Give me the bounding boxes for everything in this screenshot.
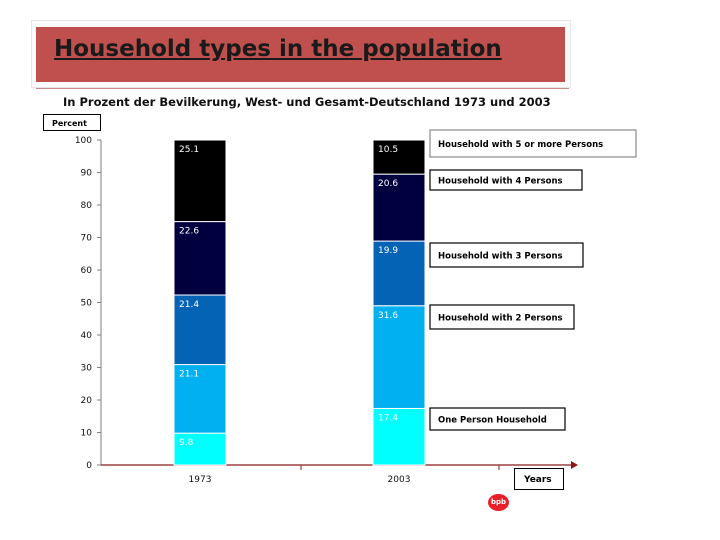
- legend-label: Household with 2 Persons: [438, 314, 563, 324]
- bar-value-label: 25.1: [179, 145, 199, 155]
- bar-segment: [372, 305, 426, 409]
- y-tick-label: 90: [81, 169, 93, 179]
- legend-label: Household with 4 Persons: [438, 177, 563, 187]
- legend-box: [429, 169, 583, 191]
- bar-segment: [173, 221, 227, 296]
- bar-value-label: 22.6: [179, 227, 199, 237]
- y-tick-label: 60: [81, 266, 93, 276]
- legend-label: One Person Household: [438, 416, 547, 426]
- y-tick-label: 20: [81, 396, 93, 406]
- y-axis-unit-box: [43, 114, 101, 131]
- bar-segment: [173, 139, 227, 223]
- bar-value-label: 10.5: [378, 145, 398, 155]
- y-tick-label: 100: [75, 136, 92, 146]
- x-axis-unit-box: [514, 468, 564, 490]
- legend-box: [429, 407, 566, 431]
- bar-segment: [372, 173, 426, 242]
- y-tick-label: 40: [81, 331, 93, 341]
- bar-value-label: 19.9: [378, 246, 398, 256]
- bar-value-label: 21.4: [179, 300, 199, 310]
- bar-value-label: 17.4: [378, 413, 398, 423]
- y-tick-label: 50: [81, 299, 93, 309]
- bar-segment: [372, 240, 426, 307]
- title-rule: [36, 88, 569, 89]
- bar-value-label: 9.8: [179, 438, 194, 448]
- y-tick-label: 30: [81, 364, 93, 374]
- y-tick-label: 10: [81, 429, 93, 439]
- legend-label: Household with 3 Persons: [438, 252, 563, 262]
- bar-segment: [173, 294, 227, 366]
- bar-segment: [173, 432, 227, 466]
- x-tick-label: 1973: [189, 475, 212, 485]
- chart-subtitle: In Prozent der Bevilkerung, West- und Ge…: [63, 95, 551, 109]
- y-tick-label: 80: [81, 201, 93, 211]
- legend-box: [429, 304, 575, 330]
- y-tick-label: 0: [86, 461, 92, 471]
- bar-value-label: 31.6: [378, 311, 398, 321]
- title-band: [36, 27, 565, 82]
- bar-value-label: 20.6: [378, 179, 398, 189]
- bar-segment: [372, 139, 426, 175]
- x-tick-label: 2003: [388, 475, 411, 485]
- bar-segment: [173, 364, 227, 434]
- y-axis-label: Percent: [52, 119, 87, 128]
- x-axis-label: Years: [524, 475, 552, 485]
- legend-box: [429, 242, 584, 268]
- legend-box: [429, 129, 637, 158]
- y-tick-label: 70: [81, 234, 93, 244]
- legend-label: Household with 5 or more Persons: [438, 140, 603, 150]
- publisher-logo: bpb: [488, 494, 509, 511]
- bar-value-label: 21.1: [179, 370, 199, 380]
- bar-segment: [372, 407, 426, 466]
- slide-title: Household types in the population: [54, 36, 502, 62]
- x-axis-arrow: [571, 461, 578, 469]
